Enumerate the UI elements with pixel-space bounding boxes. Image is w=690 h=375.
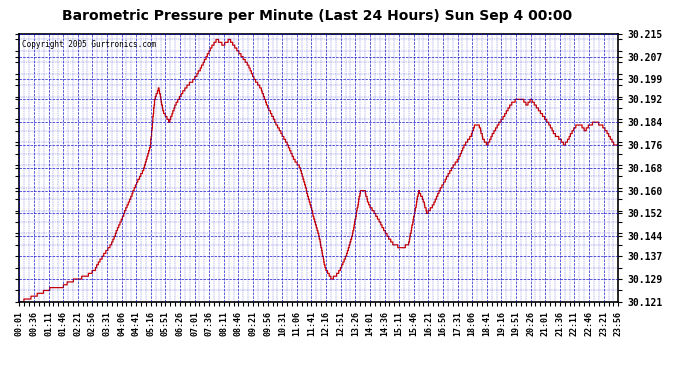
Text: Barometric Pressure per Minute (Last 24 Hours) Sun Sep 4 00:00: Barometric Pressure per Minute (Last 24 … [62,9,573,23]
Text: Copyright 2005 Gurtronics.com: Copyright 2005 Gurtronics.com [22,40,157,50]
